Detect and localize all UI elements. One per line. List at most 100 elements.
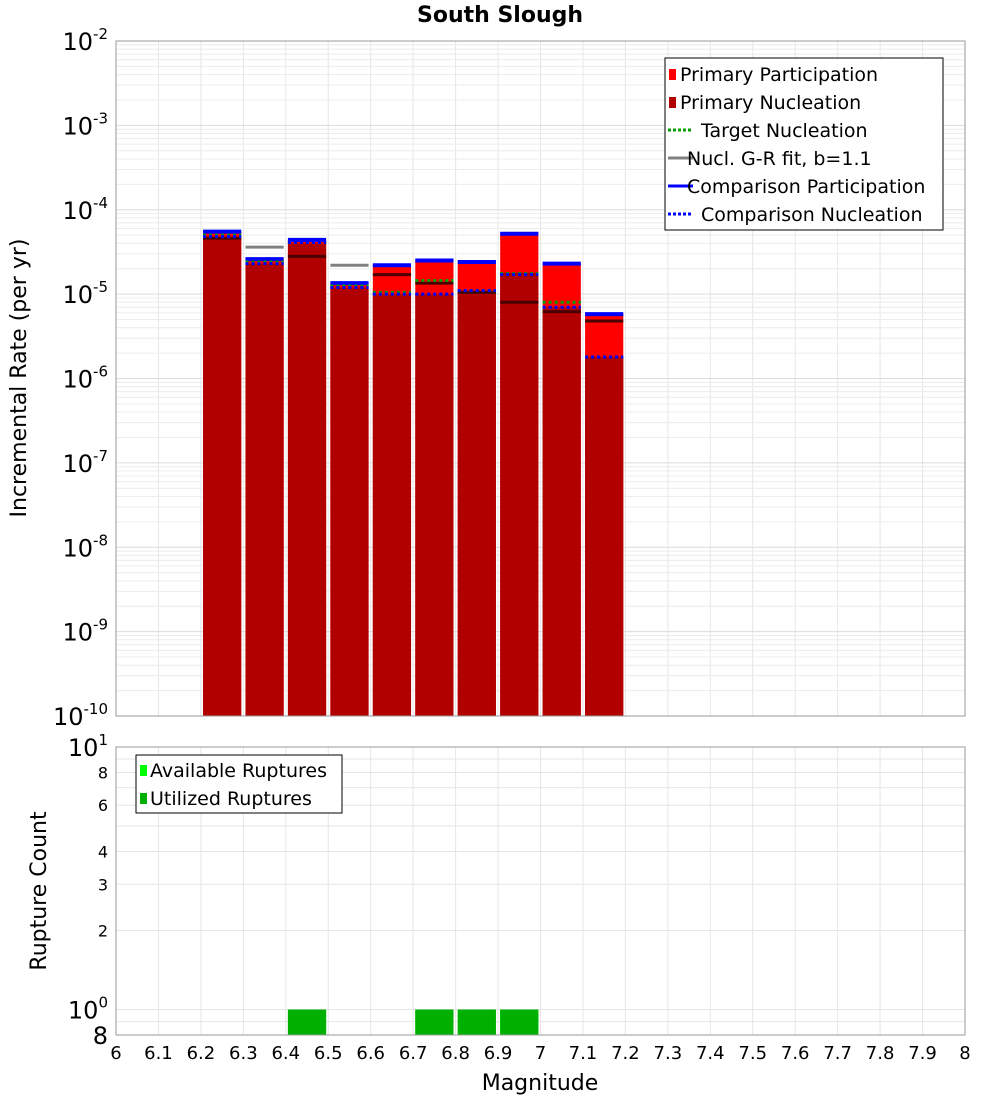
nucleation-bar bbox=[457, 290, 496, 716]
tick-base: 10 bbox=[62, 112, 93, 140]
nucleation-bar bbox=[500, 272, 539, 716]
tick-exponent: -4 bbox=[93, 194, 108, 212]
x-tick-label: 6.1 bbox=[144, 1043, 173, 1064]
x-tick-label: 7.1 bbox=[569, 1043, 598, 1064]
legend-label: Comparison Nucleation bbox=[701, 204, 923, 226]
bottom-y-axis-label: Rupture Count bbox=[27, 811, 52, 971]
top-y-tick-label: 10-5 bbox=[62, 278, 108, 309]
utilized-ruptures-bar bbox=[500, 1009, 539, 1035]
tick-exponent: -9 bbox=[93, 616, 108, 634]
tick-base: 10 bbox=[62, 281, 93, 309]
utilized-ruptures-bar bbox=[415, 1009, 454, 1035]
x-tick-label: 6.4 bbox=[271, 1043, 300, 1064]
legend-swatch-bar bbox=[140, 793, 147, 804]
bottom-y-tick-label: 100 bbox=[68, 994, 108, 1025]
nucleation-bar bbox=[287, 243, 327, 717]
tick-base: 10 bbox=[62, 197, 93, 225]
top-y-tick-label: 10-10 bbox=[53, 700, 108, 731]
x-tick-label: 7.7 bbox=[823, 1043, 852, 1064]
bottom-legend-box bbox=[135, 754, 343, 814]
bottom-y-tick-label: 8 bbox=[93, 1022, 108, 1050]
utilized-ruptures-bar bbox=[457, 1009, 496, 1035]
bottom-y-tick-label: 101 bbox=[68, 731, 108, 762]
legend-label: Comparison Participation bbox=[687, 176, 925, 198]
x-tick-label: 8 bbox=[959, 1043, 970, 1064]
top-y-axis-label: Incremental Rate (per yr) bbox=[7, 239, 32, 518]
tick-base: 3 bbox=[98, 875, 108, 894]
legend-label: Primary Participation bbox=[680, 64, 878, 86]
x-tick-label: 7.3 bbox=[654, 1043, 683, 1064]
tick-base: 10 bbox=[62, 619, 93, 647]
x-tick-label: 7.8 bbox=[866, 1043, 895, 1064]
bottom-y-tick-label: 3 bbox=[98, 875, 108, 894]
nucleation-bar bbox=[585, 356, 624, 716]
tick-exponent: 1 bbox=[98, 731, 108, 749]
bottom-plot-border bbox=[115, 746, 966, 1036]
bottom-y-tick-label: 6 bbox=[98, 796, 108, 815]
nucleation-bar bbox=[415, 294, 454, 716]
legend-swatch-bar bbox=[669, 97, 676, 108]
tick-exponent: -8 bbox=[93, 531, 108, 549]
tick-base: 10 bbox=[62, 450, 93, 478]
bottom-y-tick-label: 2 bbox=[98, 922, 108, 941]
x-tick-label: 6.7 bbox=[399, 1043, 428, 1064]
legend-label: Target Nucleation bbox=[700, 120, 868, 142]
x-tick-label: 6.3 bbox=[229, 1043, 258, 1064]
x-tick-label: 7.2 bbox=[611, 1043, 640, 1064]
tick-base: 10 bbox=[62, 366, 93, 394]
legend-label: Utilized Ruptures bbox=[150, 788, 312, 810]
nucleation-bar bbox=[245, 263, 284, 716]
tick-base: 10 bbox=[62, 28, 93, 56]
tick-exponent: -6 bbox=[93, 363, 108, 381]
chart-title: South Slough bbox=[417, 3, 583, 28]
bottom-y-tick-label: 4 bbox=[98, 842, 108, 861]
top-y-tick-label: 10-2 bbox=[62, 25, 108, 56]
x-tick-label: 6 bbox=[110, 1043, 121, 1064]
x-tick-label: 6.5 bbox=[314, 1043, 343, 1064]
tick-base: 10 bbox=[68, 997, 99, 1025]
x-tick-label: 7 bbox=[535, 1043, 546, 1064]
utilized-ruptures-bar bbox=[287, 1009, 327, 1035]
legend-swatch-bar bbox=[140, 765, 147, 776]
top-y-tick-label: 10-6 bbox=[62, 363, 108, 394]
tick-exponent: -7 bbox=[93, 447, 108, 465]
x-tick-label: 7.9 bbox=[908, 1043, 937, 1064]
nucleation-bar bbox=[203, 236, 242, 716]
top-y-tick-label: 10-8 bbox=[62, 531, 108, 562]
legend-label: Primary Nucleation bbox=[680, 92, 861, 114]
x-tick-label: 6.8 bbox=[441, 1043, 470, 1064]
bottom-y-tick-label: 8 bbox=[98, 763, 108, 782]
tick-exponent: -5 bbox=[93, 278, 108, 296]
x-axis-label: Magnitude bbox=[482, 1071, 599, 1096]
x-tick-label: 7.6 bbox=[781, 1043, 810, 1064]
x-tick-label: 6.6 bbox=[356, 1043, 385, 1064]
tick-base: 8 bbox=[93, 1022, 108, 1050]
legend-label: Available Ruptures bbox=[150, 760, 327, 782]
top-legend-box bbox=[664, 57, 944, 231]
tick-exponent: -10 bbox=[84, 700, 109, 718]
nucleation-bar bbox=[372, 294, 412, 716]
top-y-tick-label: 10-7 bbox=[62, 447, 108, 478]
top-y-tick-label: 10-9 bbox=[62, 616, 108, 647]
top-y-tick-label: 10-3 bbox=[62, 109, 108, 140]
tick-base: 2 bbox=[98, 922, 108, 941]
tick-base: 8 bbox=[98, 763, 108, 782]
x-tick-label: 6.2 bbox=[187, 1043, 216, 1064]
x-tick-label: 7.4 bbox=[696, 1043, 725, 1064]
tick-base: 10 bbox=[53, 703, 84, 731]
tick-exponent: -3 bbox=[93, 109, 108, 127]
x-tick-label: 7.5 bbox=[738, 1043, 767, 1064]
tick-base: 4 bbox=[98, 842, 108, 861]
nucleation-bar bbox=[542, 307, 581, 716]
tick-base: 10 bbox=[68, 734, 99, 762]
tick-base: 10 bbox=[62, 534, 93, 562]
x-tick-label: 6.9 bbox=[484, 1043, 513, 1064]
tick-exponent: -2 bbox=[93, 25, 108, 43]
legend-label: Nucl. G-R fit, b=1.1 bbox=[687, 148, 872, 170]
legend-swatch-bar bbox=[669, 69, 676, 80]
top-plot-border bbox=[115, 40, 966, 717]
tick-base: 6 bbox=[98, 796, 108, 815]
tick-exponent: 0 bbox=[98, 994, 108, 1012]
